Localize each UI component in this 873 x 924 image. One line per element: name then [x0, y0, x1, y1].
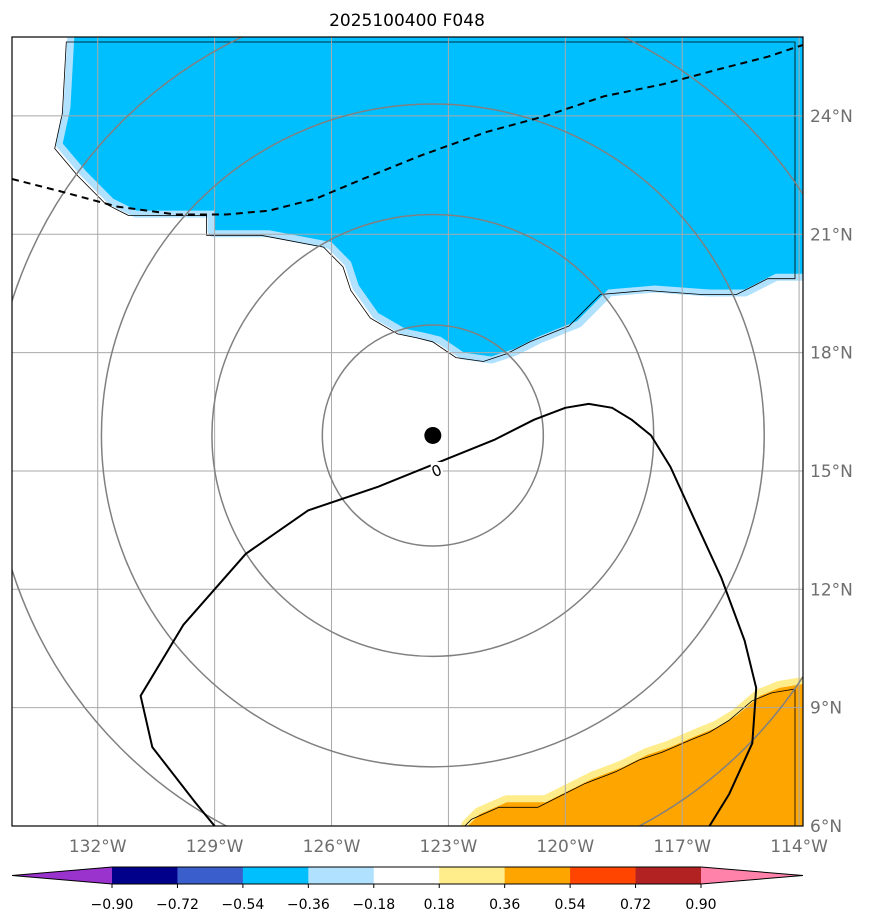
colorbar-tick-label: 0.90 [685, 897, 716, 913]
colorbar-box-8 [635, 867, 702, 884]
colorbar-tick-label: −0.72 [156, 897, 199, 913]
colorbar-tick-label: 0.18 [424, 897, 455, 913]
colorbar-tick-label: 0.36 [489, 897, 520, 913]
lat-tick-label: 9°N [810, 699, 842, 719]
lon-tick-label: 114°W [770, 837, 828, 857]
axis-labels: 132°W 129°W 126°W 123°W 120°W 117°W 114°W6°N 9°… [69, 107, 853, 857]
colorbar-tick-label: 0.72 [620, 897, 651, 913]
colorbar-extend-high [701, 867, 803, 884]
lon-tick-label: 117°W [653, 837, 711, 857]
range-ring-1 [321, 324, 545, 547]
lon-tick-label: 132°W [69, 837, 127, 857]
colorbar-extend-low [12, 867, 112, 884]
colorbar-box-1 [177, 867, 244, 884]
colorbar-box-7 [570, 867, 637, 884]
lon-tick-label: 123°W [420, 837, 478, 857]
lat-tick-label: 6°N [810, 817, 842, 837]
lat-tick-label: 18°N [810, 344, 853, 364]
zero-line-label-bg [430, 461, 443, 478]
lon-tick-label: 126°W [303, 837, 361, 857]
zero-line [139, 402, 758, 826]
colorbar-tick-label: −0.36 [287, 897, 330, 913]
colorbar-box-4 [373, 867, 440, 884]
colorbar-tick-label: −0.90 [91, 897, 134, 913]
lat-tick-label: 24°N [810, 107, 853, 127]
lon-tick-label: 129°W [186, 837, 244, 857]
colorbar: −0.90 −0.72 −0.54 −0.36 −0.18 0.18 0.36 0.54 0.7… [11, 866, 804, 913]
positive-region-coastline [464, 688, 796, 826]
storm-center-marker [424, 426, 442, 444]
colorbar-tick-label: 0.54 [555, 897, 586, 913]
colorbar-box-5 [439, 867, 506, 884]
colorbar-tick-label: −0.18 [352, 897, 395, 913]
colorbar-box-2 [242, 867, 309, 884]
dashed-line [12, 43, 803, 216]
lat-tick-label: 15°N [810, 462, 853, 482]
range-ring-3 [100, 103, 765, 768]
colorbar-box-6 [504, 867, 571, 884]
lat-tick-label: 21°N [810, 225, 853, 245]
colorbar-box-3 [308, 867, 375, 884]
positive-region [467, 684, 803, 826]
negative-region [62, 37, 803, 357]
chart-title: 2025100400 F048 [329, 11, 485, 31]
lon-tick-label: 120°W [536, 837, 594, 857]
map-area: 0 [12, 37, 803, 826]
colorbar-box-0 [112, 867, 178, 884]
colorbar-tick-label: −0.54 [221, 897, 264, 913]
range-ring-2 [211, 213, 655, 658]
map-frame [11, 36, 804, 827]
lat-tick-label: 12°N [810, 580, 853, 600]
negative-region-coastline [54, 41, 796, 362]
